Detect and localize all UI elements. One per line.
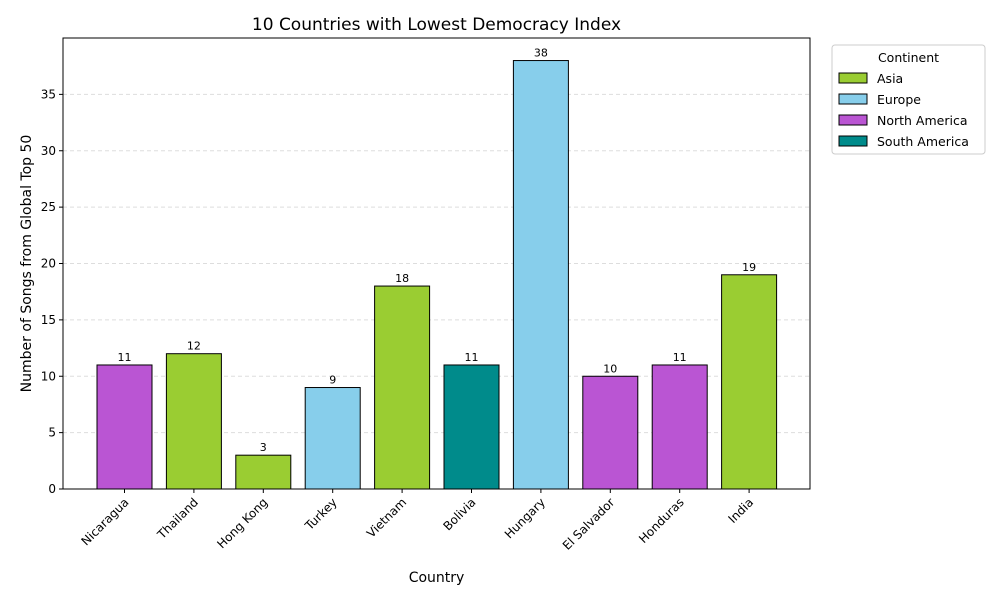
x-tick-label: Hong Kong bbox=[214, 495, 270, 551]
bar bbox=[96, 364, 153, 490]
bar bbox=[512, 60, 569, 490]
x-axis-title: Country bbox=[409, 570, 465, 586]
y-tick-label: 20 bbox=[41, 257, 56, 271]
bar-value-label: 11 bbox=[118, 351, 132, 364]
legend-title: Continent bbox=[878, 50, 939, 65]
x-tick-label: Honduras bbox=[636, 495, 687, 546]
bar-value-label: 18 bbox=[395, 272, 409, 285]
bar bbox=[304, 387, 361, 490]
bar-value-label: 11 bbox=[673, 351, 687, 364]
bar-value-labels: 11 12 3 9 18 11 38 10 11 19 bbox=[118, 47, 757, 455]
legend-label: South America bbox=[877, 134, 969, 149]
x-tick-label: El Salvador bbox=[560, 495, 618, 553]
bar bbox=[582, 375, 639, 490]
legend-swatch bbox=[838, 135, 868, 147]
gridlines bbox=[63, 93, 810, 434]
bars bbox=[96, 60, 778, 490]
legend-entries: Asia Europe North America South America bbox=[838, 71, 969, 149]
bar-value-label: 9 bbox=[329, 374, 336, 387]
legend-swatch bbox=[838, 72, 868, 84]
x-tick-label: Nicaragua bbox=[78, 495, 131, 548]
x-tick-label: Hungary bbox=[502, 495, 548, 541]
x-tick-label: Thailand bbox=[154, 495, 201, 542]
y-tick-label: 0 bbox=[48, 482, 56, 496]
x-tick-label: India bbox=[725, 495, 756, 526]
y-tick-label: 35 bbox=[41, 87, 56, 101]
bar-value-label: 19 bbox=[742, 261, 756, 274]
bar bbox=[374, 285, 431, 490]
bar bbox=[721, 274, 778, 490]
bar bbox=[651, 364, 708, 490]
legend-swatch bbox=[838, 114, 868, 126]
bar-value-label: 38 bbox=[534, 47, 548, 60]
bar bbox=[235, 454, 292, 490]
legend-swatch bbox=[838, 93, 868, 105]
x-tick-label: Turkey bbox=[302, 495, 340, 533]
y-tick-label: 15 bbox=[41, 313, 56, 327]
y-tick-label: 5 bbox=[48, 426, 56, 440]
chart-title: 10 Countries with Lowest Democracy Index bbox=[252, 15, 621, 35]
bar bbox=[443, 364, 500, 490]
bar-value-label: 11 bbox=[465, 351, 479, 364]
y-tick-label: 30 bbox=[41, 144, 56, 158]
y-axis-title: Number of Songs from Global Top 50 bbox=[19, 135, 35, 393]
bar-value-label: 10 bbox=[603, 362, 617, 375]
legend: Continent Asia Europe North America South A… bbox=[831, 44, 986, 155]
x-tick-label: Vietnam bbox=[364, 495, 409, 540]
y-tick-label: 25 bbox=[41, 200, 56, 214]
x-tick-label: Bolivia bbox=[440, 495, 478, 533]
legend-label: North America bbox=[877, 113, 968, 128]
bar-value-label: 12 bbox=[187, 340, 201, 353]
bar bbox=[165, 353, 222, 490]
legend-label: Asia bbox=[877, 71, 903, 86]
bar-value-label: 3 bbox=[260, 441, 267, 454]
x-axis-ticks: Nicaragua Thailand Hong Kong Turkey Vietnam B… bbox=[78, 489, 756, 553]
legend-box bbox=[831, 44, 986, 155]
legend-label: Europe bbox=[877, 92, 921, 107]
y-tick-label: 10 bbox=[41, 369, 56, 383]
y-axis-ticks: 0 5 10 15 20 25 30 35 bbox=[41, 87, 63, 496]
